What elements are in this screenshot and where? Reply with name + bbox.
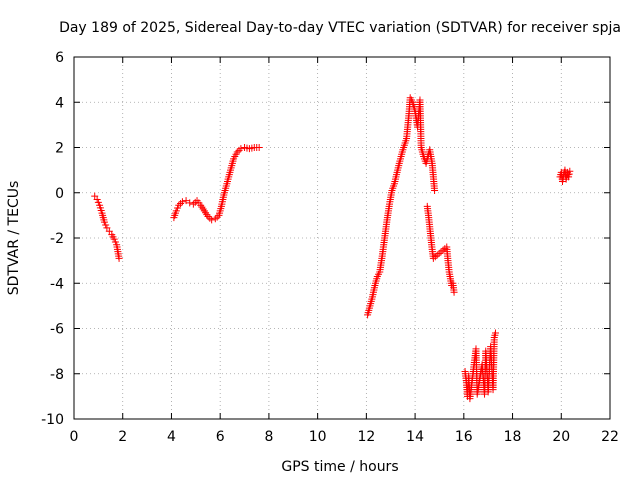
data-point (186, 199, 194, 207)
y-tick-label: -4 (50, 276, 64, 292)
x-tick-label: 8 (264, 429, 273, 445)
y-tick-label: 2 (55, 141, 64, 157)
x-tick-label: 20 (552, 429, 570, 445)
data-point (206, 214, 214, 222)
x-tick-label: 6 (216, 429, 225, 445)
axis-ticks: 0 2 4 6 8 10 12 14 16 18 20 22 -10 -8 -6 -4 -2 0 2 4 6 (41, 50, 619, 445)
data-point (189, 200, 197, 208)
series-arc-3 (364, 94, 439, 319)
series-arc-4 (423, 202, 458, 296)
series-arc-5 (461, 329, 499, 403)
y-axis-label: SDTVAR / TECUs (6, 181, 22, 296)
series-arc-1 (91, 192, 123, 262)
data-point (191, 198, 199, 206)
data-point (115, 254, 123, 262)
x-tick-label: 0 (70, 429, 79, 445)
data-point (177, 199, 185, 207)
x-tick-label: 12 (357, 429, 375, 445)
data-points (91, 94, 574, 403)
y-tick-label: -10 (41, 412, 64, 428)
x-tick-label: 10 (309, 429, 327, 445)
data-point (178, 198, 186, 206)
y-tick-label: 6 (55, 50, 64, 66)
data-point (450, 288, 458, 296)
data-point (211, 215, 219, 223)
data-point (431, 186, 439, 194)
data-point (182, 197, 190, 205)
series-arc-6 (556, 166, 574, 185)
data-point (433, 251, 441, 259)
y-tick-label: -6 (50, 322, 64, 338)
data-point (233, 148, 241, 156)
y-tick-label: 4 (55, 95, 64, 111)
data-point (566, 167, 574, 175)
plot-frame (73, 56, 611, 420)
data-point (439, 246, 447, 254)
y-tick-label: 0 (55, 186, 64, 202)
y-tick-label: -8 (50, 367, 64, 383)
series-arc-2 (170, 144, 263, 224)
data-point (204, 213, 212, 221)
x-tick-label: 4 (167, 429, 176, 445)
data-point (237, 145, 245, 153)
data-point (491, 329, 499, 337)
x-tick-label: 16 (455, 429, 473, 445)
x-axis-label: GPS time / hours (281, 459, 398, 475)
x-tick-label: 18 (504, 429, 522, 445)
data-point (235, 146, 243, 154)
x-tick-label: 14 (406, 429, 424, 445)
x-tick-label: 22 (601, 429, 619, 445)
data-point (435, 250, 443, 258)
grid (74, 57, 610, 419)
chart-title: Day 189 of 2025, Sidereal Day-to-day VTE… (59, 20, 621, 36)
data-point (213, 213, 221, 221)
data-point (175, 201, 183, 209)
x-tick-label: 2 (118, 429, 127, 445)
y-tick-label: -2 (50, 231, 64, 247)
data-point (208, 216, 216, 224)
data-point (255, 144, 263, 151)
